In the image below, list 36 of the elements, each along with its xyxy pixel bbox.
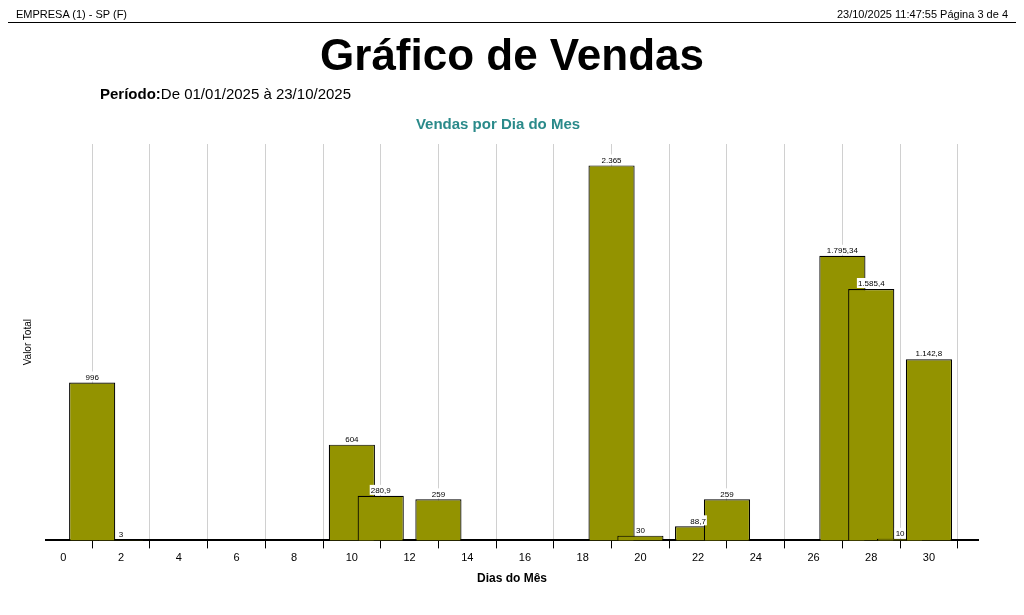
x-tick-label: 4 [175,551,182,564]
x-tick-label: 2 [117,551,125,564]
x-tick-label: 18 [576,551,589,564]
chart-title: Gráfico de Vendas [319,29,705,81]
x-tick-label: 30 [922,551,936,564]
data-label: 88,7 [690,516,707,526]
text: 23/10/2025 11:47:55 Página 3 de 4 [836,8,1008,20]
x-tick-label: 14 [461,551,474,564]
data-label: 996 [85,372,100,382]
text: EMPRESA (1) - SP (F) [16,8,128,20]
data-label: 30 [635,525,646,535]
x-tick-label: 28 [865,551,878,564]
x-tick-label: 8 [291,551,298,564]
data-label: 259 [431,489,446,499]
data-label: 2.365 [601,155,623,165]
x-axis-title: Dias do Mês [476,571,548,586]
x-tick-label: 26 [807,551,820,564]
chart-subtitle: Vendas por Dia do Mes [415,115,581,133]
data-label: 1.585,4 [857,279,886,289]
x-tick-label: 0 [60,551,67,564]
data-label: 259 [720,489,735,499]
text: Período:De 01/01/2025 à 23/10/2025 [100,85,352,102]
x-tick-label: 10 [345,551,358,564]
x-tick-label: 20 [634,551,647,564]
data-label: 280,9 [370,486,392,496]
x-tick-label: 12 [403,551,416,564]
x-tick-label: 6 [233,551,240,564]
data-label: 3 [118,530,124,540]
data-label: 10 [895,529,906,539]
y-axis-title: Valor Total [21,319,33,366]
data-label: 604 [345,434,360,444]
data-label: 1.795,34 [826,245,859,255]
x-tick-label: 24 [749,551,762,564]
x-tick-label: 16 [518,551,532,564]
data-label: 1.142,8 [915,349,943,359]
x-tick-label: 22 [691,551,705,564]
